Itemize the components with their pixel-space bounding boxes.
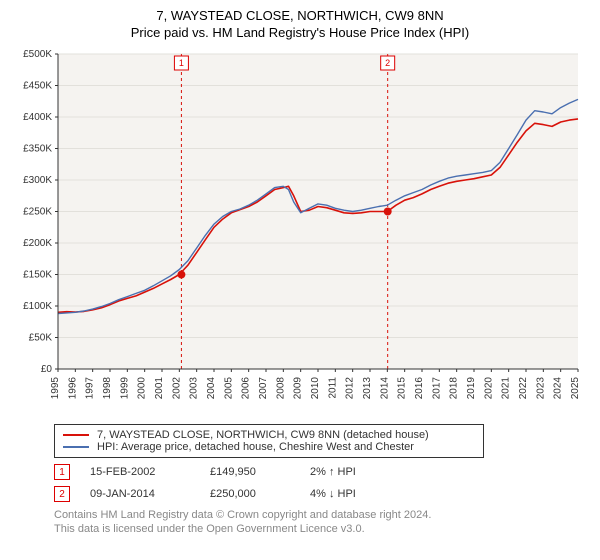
svg-text:£450K: £450K xyxy=(23,81,52,92)
sale-badge-icon: 2 xyxy=(54,486,70,502)
svg-text:2005: 2005 xyxy=(223,377,234,400)
sale-price: £149,950 xyxy=(210,466,290,478)
svg-text:£350K: £350K xyxy=(23,144,52,155)
svg-text:2001: 2001 xyxy=(154,377,165,400)
svg-text:2021: 2021 xyxy=(501,377,512,400)
svg-text:2000: 2000 xyxy=(137,377,148,400)
svg-text:2016: 2016 xyxy=(414,377,425,400)
svg-text:£300K: £300K xyxy=(23,175,52,186)
line-chart-svg: £0 £50K £100K £150K £200K £250K £300K £350K £400… xyxy=(10,46,590,416)
chart-area: £0 £50K £100K £150K £200K £250K £300K £350K £400… xyxy=(10,46,590,416)
svg-text:1: 1 xyxy=(179,58,184,68)
sale-delta: 4% ↓ HPI xyxy=(310,488,390,500)
svg-text:2010: 2010 xyxy=(310,377,321,400)
legend: 7, WAYSTEAD CLOSE, NORTHWICH, CW9 8NN (d… xyxy=(54,424,484,458)
svg-text:2003: 2003 xyxy=(189,377,200,400)
svg-text:2008: 2008 xyxy=(275,377,286,400)
footnote-line: Contains HM Land Registry data © Crown c… xyxy=(54,508,590,522)
svg-text:2020: 2020 xyxy=(483,377,494,400)
svg-text:2019: 2019 xyxy=(466,377,477,400)
svg-text:2007: 2007 xyxy=(258,377,269,400)
svg-text:£200K: £200K xyxy=(23,238,52,249)
svg-text:2017: 2017 xyxy=(431,377,442,400)
svg-text:2009: 2009 xyxy=(293,377,304,400)
legend-row-hpi: HPI: Average price, detached house, Ches… xyxy=(63,441,475,453)
sale-price: £250,000 xyxy=(210,488,290,500)
svg-text:1998: 1998 xyxy=(102,377,113,400)
chart-subtitle: Price paid vs. HM Land Registry's House … xyxy=(10,25,590,40)
svg-text:2022: 2022 xyxy=(518,377,529,400)
svg-text:2024: 2024 xyxy=(553,377,564,400)
svg-text:2: 2 xyxy=(385,58,390,68)
svg-text:£0: £0 xyxy=(41,364,53,375)
svg-text:2025: 2025 xyxy=(570,377,581,400)
svg-text:1996: 1996 xyxy=(67,377,78,400)
chart-container: 7, WAYSTEAD CLOSE, NORTHWICH, CW9 8NN Pr… xyxy=(0,0,600,543)
legend-label-hpi: HPI: Average price, detached house, Ches… xyxy=(97,441,414,453)
svg-text:1999: 1999 xyxy=(119,377,130,400)
svg-text:2014: 2014 xyxy=(379,377,390,400)
svg-text:£150K: £150K xyxy=(23,270,52,281)
sale-date: 15-FEB-2002 xyxy=(90,466,190,478)
footnote-line: This data is licensed under the Open Gov… xyxy=(54,522,590,536)
svg-text:£500K: £500K xyxy=(23,49,52,60)
legend-swatch-price-paid xyxy=(63,434,89,436)
legend-row-price-paid: 7, WAYSTEAD CLOSE, NORTHWICH, CW9 8NN (d… xyxy=(63,429,475,441)
sales-block: 1 15-FEB-2002 £149,950 2% ↑ HPI 2 09-JAN… xyxy=(54,464,590,502)
svg-text:2015: 2015 xyxy=(397,377,408,400)
svg-text:£400K: £400K xyxy=(23,112,52,123)
sale-date: 09-JAN-2014 xyxy=(90,488,190,500)
legend-swatch-hpi xyxy=(63,446,89,448)
sale-badge-icon: 1 xyxy=(54,464,70,480)
sale-row: 2 09-JAN-2014 £250,000 4% ↓ HPI xyxy=(54,486,590,502)
svg-text:2011: 2011 xyxy=(327,377,338,399)
svg-text:1997: 1997 xyxy=(85,377,96,400)
sale-row: 1 15-FEB-2002 £149,950 2% ↑ HPI xyxy=(54,464,590,480)
svg-text:2012: 2012 xyxy=(345,377,356,400)
svg-text:£250K: £250K xyxy=(23,207,52,218)
svg-text:2023: 2023 xyxy=(535,377,546,400)
sale-delta: 2% ↑ HPI xyxy=(310,466,390,478)
svg-text:£100K: £100K xyxy=(23,301,52,312)
svg-text:2002: 2002 xyxy=(171,377,182,400)
footnote: Contains HM Land Registry data © Crown c… xyxy=(54,508,590,537)
svg-text:2018: 2018 xyxy=(449,377,460,400)
svg-text:2013: 2013 xyxy=(362,377,373,400)
svg-text:2004: 2004 xyxy=(206,377,217,400)
title-block: 7, WAYSTEAD CLOSE, NORTHWICH, CW9 8NN Pr… xyxy=(10,8,590,40)
legend-label-price-paid: 7, WAYSTEAD CLOSE, NORTHWICH, CW9 8NN (d… xyxy=(97,429,429,441)
svg-text:£50K: £50K xyxy=(29,333,53,344)
svg-text:2006: 2006 xyxy=(241,377,252,400)
chart-title: 7, WAYSTEAD CLOSE, NORTHWICH, CW9 8NN xyxy=(10,8,590,23)
svg-text:1995: 1995 xyxy=(50,377,61,400)
